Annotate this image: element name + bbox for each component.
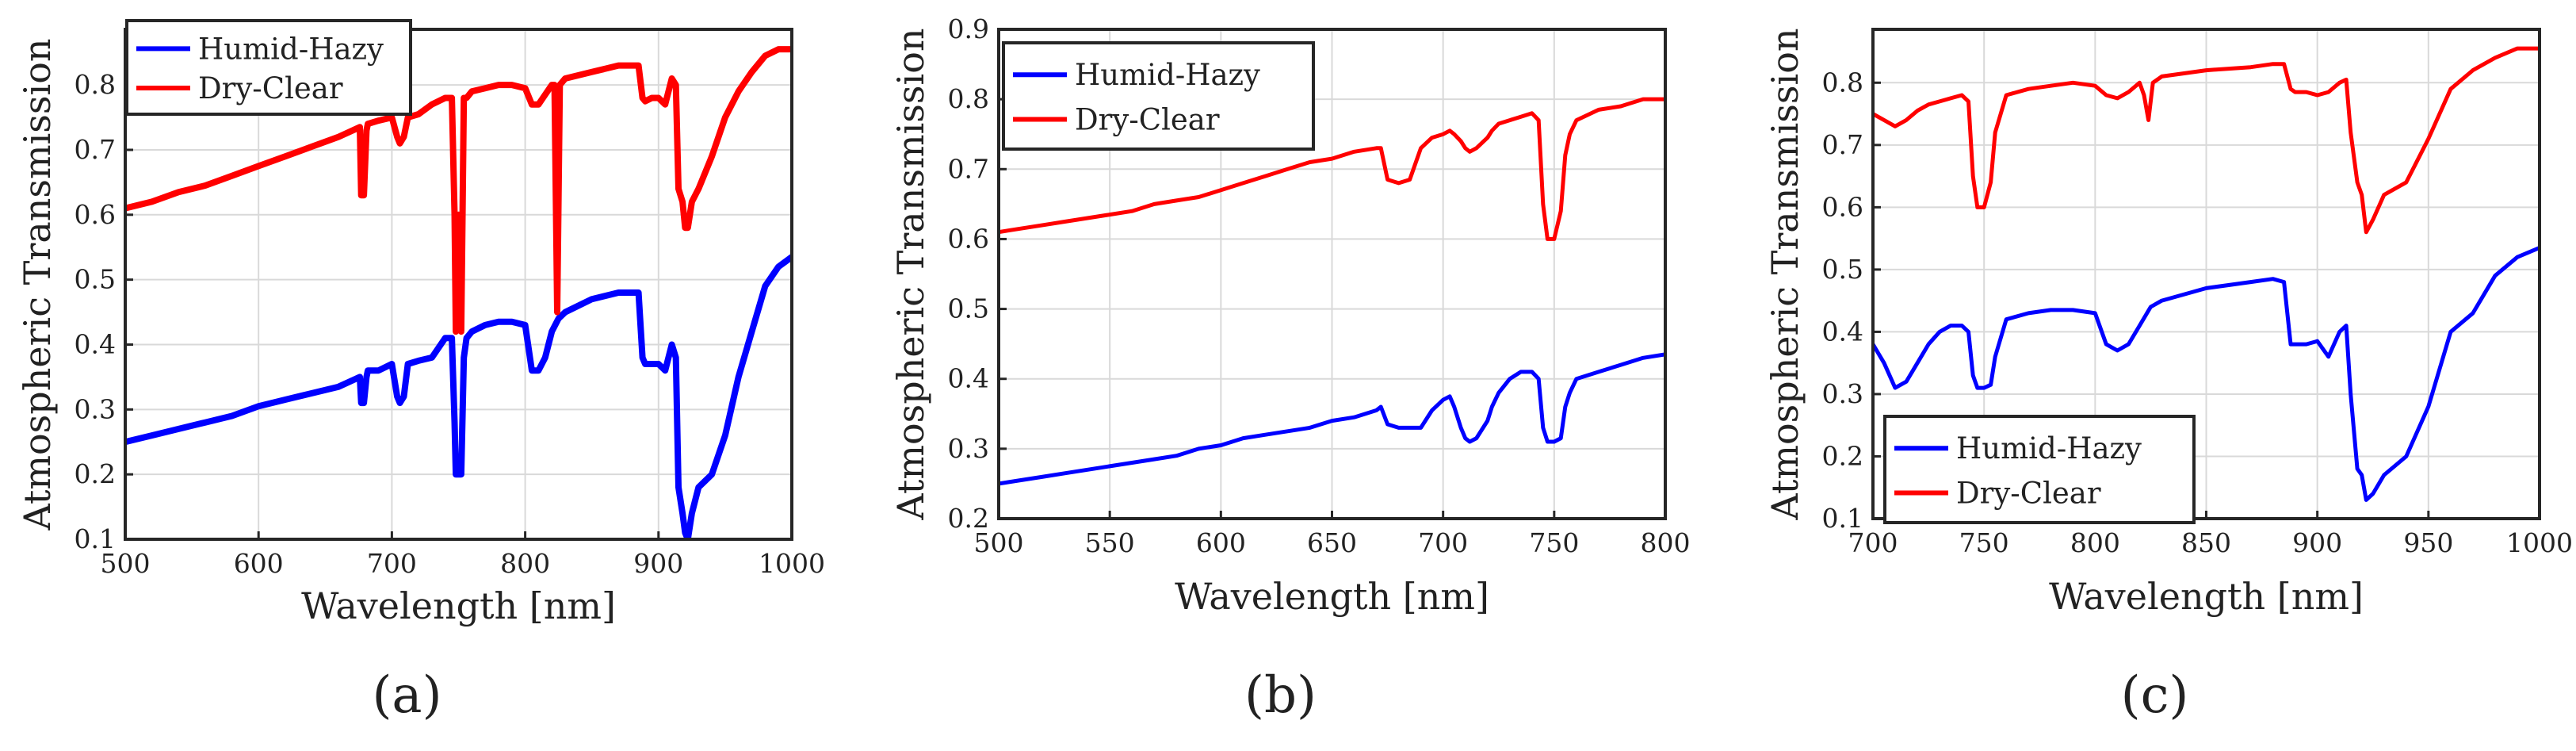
series-line-dry-clear — [125, 46, 792, 335]
legend-box — [1002, 41, 1315, 151]
y-tick-label: 0.3 — [75, 393, 116, 424]
series-line-humid-hazy — [999, 352, 1665, 486]
series-line-dry-clear — [999, 97, 1665, 241]
y-tick-label: 0.1 — [1822, 503, 1863, 534]
x-tick-label: 850 — [2181, 527, 2231, 558]
x-axis-label: Wavelength [nm] — [301, 584, 616, 627]
x-tick-label: 600 — [1196, 527, 1246, 558]
y-tick-label: 0.7 — [1822, 129, 1863, 160]
x-tick-label: 600 — [234, 548, 284, 579]
series-line-humid-hazy — [125, 254, 792, 539]
y-tick-label: 0.3 — [1822, 378, 1863, 409]
legend-label-humid-hazy: Humid-Hazy — [1075, 58, 1260, 92]
legend: Humid-Hazy Dry-Clear — [125, 19, 412, 116]
y-tick-label: 0.3 — [948, 433, 989, 464]
x-tick-label: 1000 — [2506, 527, 2573, 558]
y-tick-label: 0.4 — [75, 328, 116, 359]
y-tick-label: 0.5 — [948, 293, 989, 324]
panel-label: (b) — [1244, 666, 1317, 725]
legend-label-humid-hazy: Humid-Hazy — [198, 32, 384, 66]
x-tick-label: 800 — [500, 548, 550, 579]
chart-panel-c: 700 750 800 850 900 950 1000 0.1 0.2 0.3 0.4 0.5 0.6… — [1764, 28, 2573, 725]
legend: Humid-Hazy Dry-Clear — [1002, 41, 1315, 151]
y-tick-label: 0.6 — [1822, 191, 1863, 222]
y-tick-label: 0.9 — [948, 13, 989, 44]
chart-panel-b: 500 550 600 650 700 750 800 0.2 0.3 0.4 0.5 0.6 0.7 0… — [889, 13, 1691, 725]
axes-frame — [124, 28, 793, 541]
x-axis-label: Wavelength [nm] — [2049, 575, 2364, 618]
x-axis-label: Wavelength [nm] — [1175, 575, 1489, 618]
series-line-dry-clear — [1873, 46, 2540, 235]
y-tick-label: 0.2 — [75, 458, 116, 489]
legend-label-dry-clear: Dry-Clear — [1956, 476, 2101, 510]
x-tick-label: 500 — [101, 548, 151, 579]
y-axis-label: Atmospheric Transmission — [1764, 28, 1806, 520]
panel-label: (a) — [372, 666, 441, 725]
series-lines — [125, 46, 792, 539]
y-tick-label: 0.8 — [1822, 67, 1863, 98]
y-tick-label: 0.7 — [75, 134, 116, 165]
tick-labels: 500 550 600 650 700 750 800 0.2 0.3 0.4 0.5 0.6 0.7 0… — [948, 13, 1691, 558]
y-tick-label: 0.2 — [1822, 440, 1863, 471]
y-tick-label: 0.8 — [75, 69, 116, 100]
x-tick-label: 800 — [2070, 527, 2120, 558]
legend-label-dry-clear: Dry-Clear — [1075, 102, 1220, 136]
x-tick-label: 650 — [1307, 527, 1357, 558]
x-tick-label: 750 — [1529, 527, 1579, 558]
y-tick-label: 0.5 — [1822, 254, 1863, 285]
y-axis-label: Atmospheric Transmission — [889, 28, 932, 520]
series-line-humid-hazy — [1873, 245, 2540, 502]
tick-labels: 700 750 800 850 900 950 1000 0.1 0.2 0.3 0.4 0.5 0.6… — [1822, 67, 2573, 558]
x-tick-label: 750 — [1959, 527, 2009, 558]
x-tick-label: 700 — [1418, 527, 1468, 558]
x-tick-label: 700 — [367, 548, 417, 579]
y-tick-label: 0.5 — [75, 264, 116, 295]
x-tick-label: 1000 — [759, 548, 825, 579]
chart-panel-a: 500 600 700 800 900 1000 0.1 0.2 0.3 0.4 0.5 0.6 0.7… — [16, 19, 825, 725]
x-tick-label: 800 — [1641, 527, 1691, 558]
y-tick-label: 0.2 — [948, 503, 989, 534]
x-tick-label: 550 — [1085, 527, 1135, 558]
y-tick-label: 0.6 — [948, 223, 989, 254]
y-tick-label: 0.6 — [75, 199, 116, 230]
legend-box — [125, 19, 412, 116]
x-tick-label: 500 — [974, 527, 1024, 558]
panel-label: (c) — [2121, 666, 2189, 725]
legend-label-dry-clear: Dry-Clear — [198, 71, 343, 105]
tick-labels: 500 600 700 800 900 1000 0.1 0.2 0.3 0.4 0.5 0.6 0.7… — [75, 69, 825, 579]
legend-label-humid-hazy: Humid-Hazy — [1956, 431, 2142, 466]
y-tick-label: 0.7 — [948, 153, 989, 184]
y-tick-label: 0.1 — [75, 523, 116, 554]
series-lines — [1873, 46, 2540, 502]
legend: Humid-Hazy Dry-Clear — [1883, 415, 2196, 524]
series-lines — [999, 97, 1665, 486]
x-tick-label: 900 — [2292, 527, 2342, 558]
x-tick-label: 950 — [2403, 527, 2453, 558]
x-tick-label: 700 — [1848, 527, 1898, 558]
y-tick-label: 0.4 — [1822, 316, 1863, 347]
legend-box — [1883, 415, 2196, 524]
y-tick-label: 0.8 — [948, 83, 989, 114]
x-tick-label: 900 — [633, 548, 683, 579]
y-tick-label: 0.4 — [948, 363, 989, 394]
y-axis-label: Atmospheric Transmission — [16, 38, 59, 531]
